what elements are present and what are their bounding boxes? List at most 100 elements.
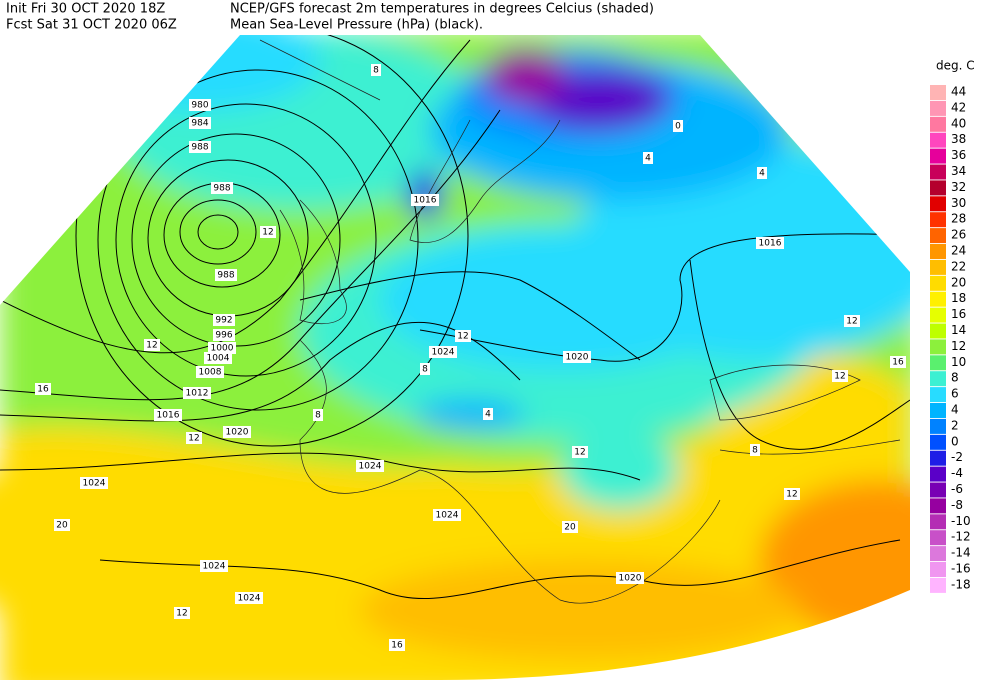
legend-label: -6 bbox=[951, 482, 963, 496]
legend-swatch bbox=[930, 466, 946, 482]
legend-label: 14 bbox=[951, 323, 966, 337]
legend-label: -4 bbox=[951, 466, 963, 480]
isobar-label: 988 bbox=[217, 271, 234, 281]
isobar-label: 1020 bbox=[226, 428, 249, 438]
legend-swatch bbox=[930, 116, 946, 132]
isobar-label-box bbox=[183, 387, 211, 399]
isobar-label-box bbox=[756, 237, 784, 249]
temperature-label: 4 bbox=[759, 169, 765, 179]
legend-label: 4 bbox=[951, 403, 959, 417]
temperature-label: 12 bbox=[262, 228, 273, 238]
isobar-label: 1024 bbox=[359, 462, 382, 472]
temperature-label: 20 bbox=[564, 523, 576, 533]
isobar-label: 1024 bbox=[83, 479, 106, 489]
legend-label: 8 bbox=[951, 371, 959, 385]
temperature-label: 8 bbox=[422, 365, 428, 375]
temperature-label: 16 bbox=[391, 641, 403, 651]
isobar-label: 1016 bbox=[157, 411, 180, 421]
isobar-label-box bbox=[433, 509, 461, 521]
isobar-label-box bbox=[616, 572, 644, 584]
temperature-label: 16 bbox=[892, 358, 904, 368]
isobar-label-box bbox=[213, 314, 235, 326]
temperature-label: 12 bbox=[834, 372, 845, 382]
temperature-label: 12 bbox=[786, 490, 797, 500]
isobar-label: 988 bbox=[191, 143, 208, 153]
map-title: NCEP/GFS forecast 2m temperatures in deg… bbox=[230, 2, 654, 17]
temperature-label: 12 bbox=[176, 609, 187, 619]
legend-label: 26 bbox=[951, 228, 966, 242]
isobar-label: 1024 bbox=[203, 562, 226, 572]
legend-label: -10 bbox=[951, 514, 971, 528]
legend-swatch bbox=[930, 562, 946, 577]
legend-swatch bbox=[930, 403, 946, 418]
legend-swatch bbox=[930, 577, 946, 593]
init-time: Init Fri 30 OCT 2020 18Z bbox=[6, 2, 165, 17]
legend-label: 0 bbox=[951, 434, 959, 448]
isobar-label: 1024 bbox=[238, 594, 261, 604]
legend-label: 38 bbox=[951, 132, 966, 146]
temperature-label: 12 bbox=[574, 448, 585, 458]
isobar-label: 1020 bbox=[566, 353, 589, 363]
temperature-label: 12 bbox=[846, 317, 857, 327]
legend-label: -12 bbox=[951, 530, 971, 544]
legend-swatch bbox=[930, 339, 946, 355]
isobar-label: 1024 bbox=[432, 348, 455, 358]
isobar-label-box bbox=[154, 409, 182, 421]
legend-label: -18 bbox=[951, 577, 971, 591]
legend-swatch bbox=[930, 228, 946, 244]
legend-swatch bbox=[930, 434, 946, 450]
legend: 4442403836343230282624222018161412108642… bbox=[930, 85, 971, 593]
legend-swatch bbox=[930, 275, 946, 291]
isobar-label-box bbox=[196, 366, 224, 378]
isobar-label: 1008 bbox=[199, 368, 222, 378]
legend-label: 32 bbox=[951, 180, 966, 194]
isobar-label: 988 bbox=[213, 184, 230, 194]
isobar-label-box bbox=[189, 141, 211, 153]
isobar-label-box bbox=[204, 352, 232, 364]
legend-label: 6 bbox=[951, 387, 959, 401]
legend-label: 10 bbox=[951, 355, 966, 369]
temperature-label-box bbox=[389, 639, 405, 651]
temperature-label: 8 bbox=[752, 446, 758, 456]
temperature-label-box bbox=[572, 446, 588, 458]
temperature-label-box bbox=[35, 383, 51, 395]
legend-swatch bbox=[930, 418, 946, 434]
legend-label: 2 bbox=[951, 418, 959, 432]
isobar-label-box bbox=[211, 182, 233, 194]
isobar-label-box bbox=[213, 329, 235, 341]
map-subtitle: Mean Sea-Level Pressure (hPa) (black). bbox=[230, 18, 483, 33]
isobar-label: 984 bbox=[191, 119, 208, 129]
isobar-label-box bbox=[200, 560, 228, 572]
isobar-label-box bbox=[208, 342, 236, 354]
legend-label: 24 bbox=[951, 244, 966, 258]
legend-swatch bbox=[930, 307, 946, 323]
temperature-label-box bbox=[420, 363, 430, 375]
temperature-label-box bbox=[643, 152, 653, 164]
temperature-label-box bbox=[890, 356, 906, 368]
temperature-label-box bbox=[844, 315, 860, 327]
legend-swatch bbox=[930, 164, 946, 180]
temperature-label: 12 bbox=[188, 434, 199, 444]
legend-swatch bbox=[930, 196, 946, 212]
temperature-label-box bbox=[174, 607, 190, 619]
isobar-label-box bbox=[80, 477, 108, 489]
isobar-label-box bbox=[189, 99, 211, 111]
isobar-label-box bbox=[215, 269, 237, 281]
legend-swatch bbox=[930, 100, 946, 116]
isobar-label-box bbox=[223, 426, 251, 438]
legend-swatch bbox=[930, 450, 946, 466]
isobar-label: 1020 bbox=[619, 574, 642, 584]
isobar-label-box bbox=[563, 351, 591, 363]
legend-swatch bbox=[930, 132, 946, 148]
legend-title: deg. C bbox=[936, 59, 975, 73]
legend-label: 40 bbox=[951, 116, 966, 130]
temperature-shading bbox=[0, 35, 910, 680]
isobar-label: 980 bbox=[191, 101, 208, 111]
legend-label: 30 bbox=[951, 196, 966, 210]
isobar-label: 992 bbox=[215, 316, 232, 326]
temperature-label: 8 bbox=[315, 411, 321, 421]
legend-label: 28 bbox=[951, 212, 966, 226]
legend-swatch bbox=[930, 371, 946, 387]
isobar-label: 1016 bbox=[759, 239, 782, 249]
temperature-label: 20 bbox=[56, 521, 68, 531]
